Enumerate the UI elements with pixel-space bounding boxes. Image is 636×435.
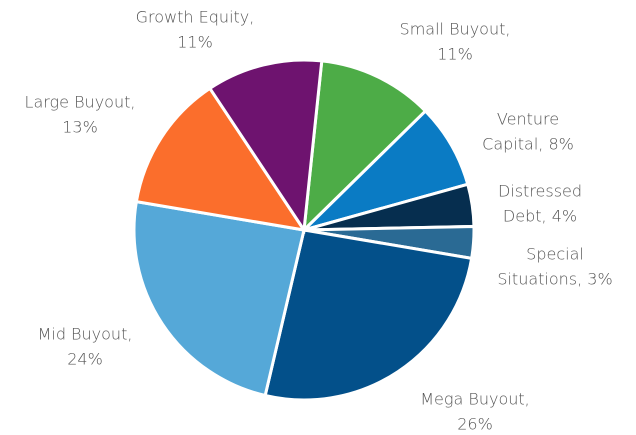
- slice-label: Distressed: [498, 182, 582, 201]
- slice-label: Situations, 3%: [497, 270, 612, 289]
- pie-slice: [132, 199, 306, 398]
- slice-label: Special: [526, 245, 584, 264]
- slice-label: Large Buyout,: [25, 93, 136, 112]
- pie-slice: [302, 59, 428, 234]
- slice-label: Debt, 4%: [503, 207, 577, 226]
- slice-label: Mega Buyout,: [420, 390, 530, 409]
- slice-label: Capital, 8%: [482, 135, 574, 154]
- slice-label: 13%: [62, 118, 98, 137]
- slice-label: Growth Equity,: [136, 8, 255, 27]
- slice-label: Mid Buyout,: [38, 325, 133, 344]
- slice-label: 11%: [177, 33, 213, 52]
- slice-label: Small Buyout,: [400, 20, 511, 39]
- slice-label: 26%: [457, 415, 493, 434]
- slice-label: Venture: [497, 110, 559, 129]
- pie-slice: [263, 228, 474, 402]
- pie-slice: [207, 58, 324, 235]
- pie-slice: [134, 86, 308, 233]
- slice-label: 11%: [437, 45, 473, 64]
- slice-label: 24%: [67, 350, 103, 369]
